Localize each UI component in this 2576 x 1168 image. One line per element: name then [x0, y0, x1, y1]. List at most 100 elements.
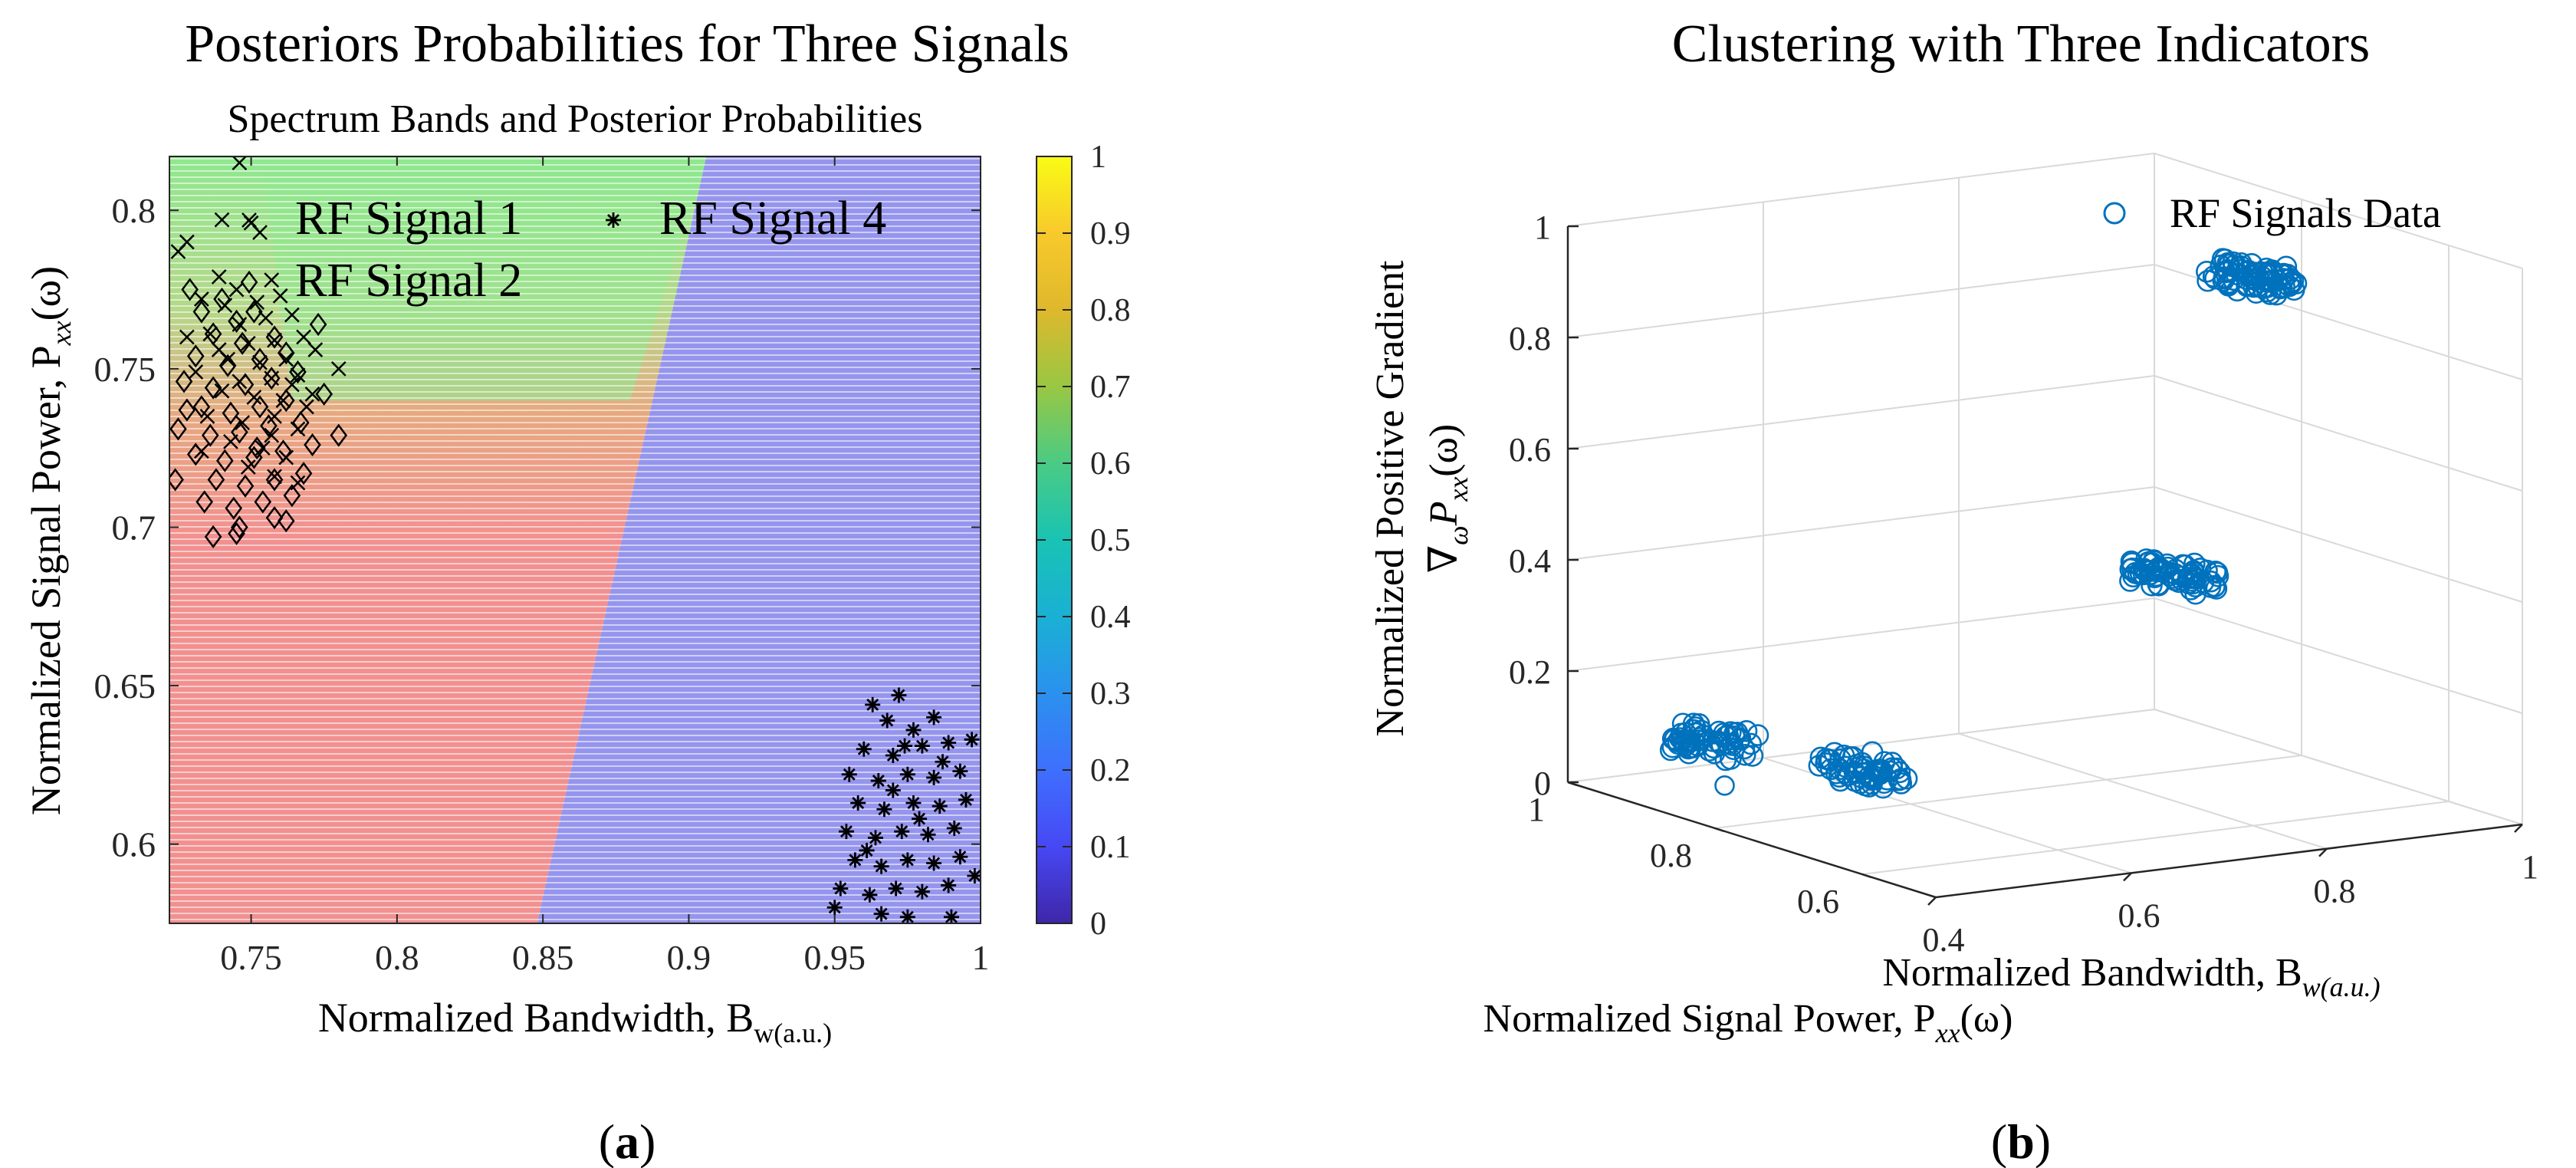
point-rf-signal-1	[304, 387, 320, 402]
point-rf-signal-2	[181, 278, 199, 301]
point-rf-signal-2	[254, 490, 272, 514]
data-point-cluster-4	[2278, 275, 2301, 298]
data-point-cluster-1	[1678, 729, 1700, 752]
point-rf-signal-1	[211, 269, 227, 285]
data-point-cluster-3	[2183, 561, 2205, 584]
panel-b-label: (b)	[1991, 1114, 2051, 1168]
point-rf-signal-1	[264, 272, 280, 288]
legend-marker	[240, 270, 258, 294]
point-rf-signal-4	[897, 738, 913, 754]
data-point-cluster-3	[2205, 577, 2228, 600]
point-rf-signal-4	[899, 909, 915, 923]
point-rf-signal-1	[298, 399, 314, 415]
legend-marker	[242, 212, 257, 228]
panel-a-title: Posteriors Probabilities for Three Signa…	[185, 15, 1070, 74]
z-tick-label: 0.2	[1509, 653, 1551, 691]
y-tick-label: 0.75	[94, 350, 156, 389]
colorbar-tick-label: 0.3	[1090, 676, 1131, 712]
z-tick-label: 0.6	[1509, 431, 1551, 469]
point-rf-signal-2	[222, 401, 240, 425]
wall2-grid-z	[2154, 597, 2523, 714]
point-rf-signal-1	[235, 415, 251, 430]
data-point-cluster-2	[1836, 764, 1858, 787]
panel-a-subtitle: Spectrum Bands and Posterior Probabiliti…	[227, 97, 922, 141]
colorbar-tick-label: 0.7	[1090, 370, 1131, 405]
point-rf-signal-2	[277, 341, 295, 365]
data-point-cluster-1	[1682, 712, 1705, 735]
point-rf-signal-4	[941, 735, 957, 751]
x-tick-label: 0.85	[512, 938, 574, 977]
region-stripes	[169, 156, 981, 923]
floor-grid-y	[1714, 755, 2302, 829]
data-point-cluster-3	[2184, 582, 2207, 605]
point-rf-signal-4	[952, 763, 968, 779]
data-point-cluster-3	[2183, 552, 2206, 575]
point-rf-signal-4	[943, 909, 959, 923]
data-point-cluster-4	[2196, 260, 2218, 283]
point-rf-signal-1	[275, 393, 291, 409]
y-tick-label: 0.7	[112, 508, 156, 547]
point-rf-signal-1	[267, 332, 282, 348]
point-rf-signal-4	[967, 868, 981, 884]
point-rf-signal-2	[192, 395, 211, 419]
data-point-cluster-1	[1746, 724, 1769, 746]
panel-b: Clustering with Three Indicators 0.4 0.6 0…	[1368, 15, 2538, 1168]
point-rf-signal-1	[179, 329, 195, 345]
point-rf-signal-2	[231, 515, 248, 539]
data-point-cluster-1	[1661, 727, 1684, 750]
point-rf-signal-2	[260, 414, 278, 438]
point-rf-signal-4	[894, 824, 910, 840]
point-rf-signal-4	[873, 858, 889, 874]
panel-a-points	[169, 156, 981, 923]
point-rf-signal-2	[265, 468, 284, 492]
point-rf-signal-4	[879, 712, 895, 729]
data-point-cluster-2	[1862, 765, 1885, 787]
panel-a-label: (a)	[599, 1114, 656, 1168]
point-rf-signal-4	[946, 821, 962, 837]
point-rf-signal-2	[277, 389, 295, 413]
point-rf-signal-2	[248, 436, 266, 460]
point-rf-signal-1	[202, 326, 219, 342]
z-tick-label: 1	[1534, 209, 1551, 246]
point-rf-signal-4	[838, 824, 854, 840]
point-rf-signal-2	[225, 496, 243, 520]
data-point-cluster-4	[2255, 257, 2278, 280]
x-tick-label: 0.8	[375, 938, 419, 977]
point-rf-signal-1	[211, 342, 227, 357]
point-rf-signal-2	[192, 300, 211, 324]
point-rf-signal-4	[850, 795, 866, 811]
colorbar-tick-label: 0.6	[1090, 446, 1131, 482]
z-tick-label: 0	[1534, 765, 1551, 802]
point-rf-signal-2	[204, 376, 222, 400]
data-point-cluster-4	[2261, 263, 2283, 286]
svg-text:Normalized Positive Gradient: Normalized Positive Gradient	[1368, 260, 1412, 737]
y-axis-line	[1567, 781, 1937, 899]
point-rf-signal-2	[277, 509, 295, 533]
x-tick-label: 1	[972, 938, 990, 977]
panel-b-axes	[1566, 226, 2523, 899]
point-rf-signal-1	[232, 156, 248, 171]
wall-grid-z	[1567, 709, 2155, 783]
point-rf-signal-4	[932, 798, 948, 814]
data-point-cluster-1	[1723, 725, 1746, 748]
x-axis-line	[1935, 823, 2523, 899]
data-point-cluster-2	[1828, 765, 1851, 788]
point-rf-signal-2	[283, 484, 301, 508]
point-rf-signal-2	[289, 360, 307, 384]
point-rf-signal-2	[294, 462, 313, 485]
point-rf-signal-2	[178, 398, 196, 422]
point-rf-signal-4	[941, 877, 957, 893]
point-rf-signal-1	[272, 288, 288, 304]
point-rf-signal-4	[826, 900, 843, 916]
legend-label: RF Signal 2	[295, 255, 522, 307]
point-rf-signal-4	[926, 769, 942, 785]
x-tick-label: 0.9	[667, 938, 711, 977]
point-rf-signal-2	[245, 300, 263, 324]
colorbar-tick-label: 0.4	[1090, 600, 1131, 635]
data-point-cluster-3	[2204, 560, 2227, 583]
colorbar-tick-label: 1	[1090, 140, 1106, 175]
point-rf-signal-1	[296, 329, 311, 345]
data-point-cluster-4	[2243, 265, 2266, 287]
y-tick	[1714, 827, 1725, 833]
panel-b-x-label: Normalized Bandwidth, Bw(a.u.)	[1882, 951, 2380, 1002]
